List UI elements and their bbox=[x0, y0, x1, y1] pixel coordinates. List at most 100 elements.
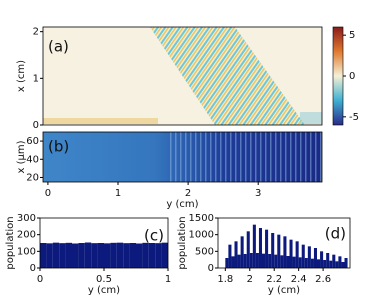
bar bbox=[72, 243, 79, 268]
bar bbox=[161, 242, 168, 268]
bar bbox=[148, 243, 156, 268]
y-tick-label: 0 bbox=[208, 263, 214, 274]
bar bbox=[313, 248, 317, 268]
bar bbox=[280, 255, 284, 268]
x-axis-label: y (cm) bbox=[166, 199, 198, 210]
x-tick-label: 1 bbox=[115, 188, 121, 199]
y-tick-label: 1 bbox=[33, 73, 39, 84]
bar bbox=[59, 243, 66, 268]
bar bbox=[335, 261, 339, 268]
bar bbox=[338, 256, 342, 268]
x-axis-label: y (cm) bbox=[268, 285, 300, 296]
bar bbox=[271, 233, 275, 268]
bar bbox=[344, 258, 348, 268]
bar bbox=[289, 239, 293, 268]
y-tick-label: 500 bbox=[195, 246, 214, 257]
panel-label: (a) bbox=[48, 38, 69, 56]
x-tick-label: 2.6 bbox=[315, 274, 331, 285]
y-axis-label: x (cm) bbox=[16, 60, 27, 92]
bar bbox=[265, 229, 269, 268]
colorbar-tick-label: 5 bbox=[349, 30, 355, 41]
colorbar bbox=[332, 26, 344, 126]
bar bbox=[234, 241, 238, 268]
y-axis-label: x (μm) bbox=[16, 140, 27, 173]
bar bbox=[240, 236, 244, 268]
bar bbox=[123, 243, 130, 268]
x-tick-label: 1 bbox=[165, 274, 171, 285]
x-tick-label: 0.5 bbox=[96, 274, 112, 285]
bar bbox=[65, 242, 72, 268]
x-tick-label: 1.8 bbox=[217, 274, 233, 285]
bar bbox=[104, 243, 111, 268]
bar bbox=[304, 258, 308, 268]
y-tick-label: 20 bbox=[26, 172, 39, 183]
bar bbox=[225, 258, 229, 268]
bar bbox=[307, 246, 311, 268]
bar bbox=[255, 253, 259, 268]
colorbar-tick-label: -5 bbox=[349, 112, 359, 123]
y-tick-label: 200 bbox=[17, 230, 36, 241]
bar bbox=[317, 259, 321, 268]
y-tick-label: 60 bbox=[26, 136, 39, 147]
bar bbox=[97, 243, 104, 268]
bar bbox=[258, 228, 262, 268]
bar bbox=[52, 242, 60, 268]
bar bbox=[142, 242, 149, 268]
x-tick-label: 3 bbox=[255, 188, 261, 199]
bar bbox=[91, 243, 98, 268]
bar bbox=[84, 242, 92, 268]
bar bbox=[286, 256, 290, 268]
x-tick-label: 2.4 bbox=[291, 274, 307, 285]
bar bbox=[252, 224, 256, 268]
bar bbox=[237, 254, 241, 268]
y-tick-label: 2 bbox=[33, 27, 39, 38]
axes-frame bbox=[217, 217, 351, 269]
bar bbox=[129, 243, 136, 268]
bar bbox=[249, 253, 253, 268]
y-tick-label: 1000 bbox=[189, 230, 214, 241]
panel-label: (c) bbox=[144, 227, 164, 245]
bar bbox=[246, 231, 250, 268]
y-tick-label: 100 bbox=[17, 246, 36, 257]
y-tick-label: 1500 bbox=[189, 213, 214, 224]
colorbar-tick-label: 0 bbox=[349, 71, 355, 82]
x-axis-label: y (cm) bbox=[88, 285, 120, 296]
bar bbox=[310, 258, 314, 268]
bar bbox=[320, 251, 324, 268]
bar bbox=[228, 244, 232, 268]
bar bbox=[46, 243, 53, 268]
heatmap-b-image bbox=[43, 132, 322, 182]
y-tick-label: 0 bbox=[30, 263, 36, 274]
bar bbox=[283, 236, 287, 268]
bar bbox=[110, 242, 117, 268]
bar bbox=[116, 242, 124, 268]
y-tick-label: 40 bbox=[26, 154, 39, 165]
bar bbox=[292, 256, 296, 268]
x-tick-label: 0 bbox=[45, 188, 51, 199]
x-tick-label: 0 bbox=[37, 274, 43, 285]
bar bbox=[262, 253, 266, 268]
heatmap-a-image bbox=[43, 27, 322, 125]
bar bbox=[301, 244, 305, 268]
bar bbox=[332, 254, 336, 268]
y-tick-label: 0 bbox=[33, 120, 39, 131]
y-axis-label: population bbox=[5, 216, 16, 269]
x-tick-label: 2 bbox=[247, 274, 253, 285]
panel-label: (d) bbox=[325, 225, 346, 243]
bar bbox=[298, 257, 302, 268]
x-tick-label: 2.2 bbox=[266, 274, 282, 285]
bar bbox=[243, 254, 247, 268]
bar bbox=[136, 243, 143, 268]
axes-frame bbox=[42, 26, 323, 126]
bar bbox=[341, 262, 345, 268]
bar bbox=[78, 243, 85, 268]
bar bbox=[231, 256, 235, 268]
bar bbox=[274, 254, 278, 268]
y-axis-label: population bbox=[177, 216, 188, 269]
bar bbox=[40, 243, 47, 268]
bar bbox=[329, 260, 333, 268]
bar bbox=[295, 241, 299, 268]
axes-frame bbox=[42, 131, 323, 183]
bar bbox=[268, 254, 272, 268]
